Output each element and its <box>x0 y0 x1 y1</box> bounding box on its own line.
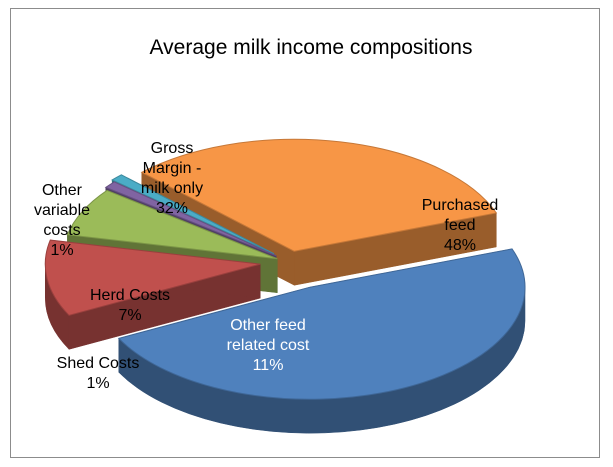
slice-value-other-variable-costs: 1% <box>50 242 73 259</box>
slice-value-other-feed-related-cost: 11% <box>253 357 284 374</box>
slice-name-shed-costs-line-1: Shed Costs <box>57 355 140 372</box>
slice-name-other-feed-related-cost-line-2: related cost <box>227 337 310 354</box>
slice-name-gross-margin-milk-only-line-3: milk only <box>141 180 203 197</box>
slice-value-shed-costs: 1% <box>86 375 109 392</box>
slice-label-other-variable-costs: Other variable costs 1% <box>34 182 90 259</box>
pie-slices <box>44 138 526 434</box>
slice-name-other-variable-costs-line-3: costs <box>43 222 80 239</box>
slice-name-purchased-feed-line-1: Purchased <box>422 197 499 214</box>
pie-labels: Purchased feed 48% Other feed related cost 11… <box>34 140 498 392</box>
slice-purchased-feed <box>117 248 526 434</box>
slice-value-herd-costs: 7% <box>118 307 141 324</box>
slice-name-herd-costs-line-1: Herd Costs <box>90 287 170 304</box>
slice-value-gross-margin-milk-only: 32% <box>156 200 188 217</box>
slice-name-other-variable-costs-line-2: variable <box>34 202 90 219</box>
slice-label-shed-costs: Shed Costs 1% <box>57 355 140 392</box>
slice-label-purchased-feed: Purchased feed 48% <box>422 197 499 254</box>
slice-name-gross-margin-milk-only-line-1: Gross <box>151 140 194 157</box>
slice-name-purchased-feed-line-2: feed <box>444 217 475 234</box>
chart-title: Average milk income compositions <box>150 36 473 59</box>
slice-label-herd-costs: Herd Costs 7% <box>90 287 170 324</box>
slice-label-other-feed-related-cost: Other feed related cost 11% <box>227 317 310 374</box>
slice-name-other-variable-costs-line-1: Other <box>42 182 83 199</box>
slice-other-feed-related-cost <box>44 239 261 350</box>
slice-value-purchased-feed: 48% <box>444 237 476 254</box>
slice-name-other-feed-related-cost-line-1: Other feed <box>230 317 306 334</box>
slice-name-gross-margin-milk-only-line-2: Margin - <box>143 160 202 177</box>
slice-label-gross-margin-milk-only: Gross Margin - milk only 32% <box>141 140 203 217</box>
